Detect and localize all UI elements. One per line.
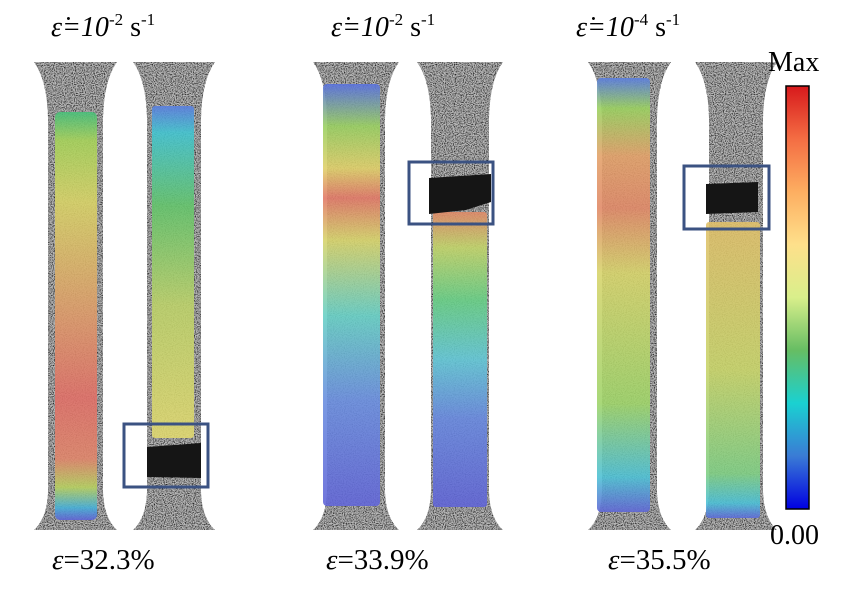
colorbar	[785, 85, 810, 510]
specimen-3b	[695, 62, 777, 530]
highlight-box-2	[407, 160, 495, 226]
strain-rate-label-1: ε̇=10-2 s-1	[51, 10, 156, 43]
strain-field-2b	[433, 212, 487, 507]
highlight-box-3	[682, 164, 771, 231]
highlight-box-1	[122, 422, 210, 489]
colorbar-max-label: Max	[768, 47, 820, 78]
specimen-1b	[133, 62, 215, 530]
specimen-2b	[417, 62, 503, 530]
strain-rate-label-3: ε̇=10-4 s-1	[576, 10, 681, 43]
strain-label-2: ε=33.9%	[326, 544, 429, 576]
panel-1	[34, 62, 215, 530]
colorbar-min-label: 0.00	[770, 520, 819, 551]
strain-rate-label-2: ε̇=10-2 s-1	[331, 10, 436, 43]
panel-3	[588, 62, 777, 530]
panel-2	[313, 62, 503, 530]
strain-label-1: ε=32.3%	[52, 544, 155, 576]
specimen-3a	[588, 62, 671, 530]
fracture-crack-2	[429, 174, 491, 214]
specimen-1a	[34, 62, 117, 530]
strain-field-2a	[323, 84, 380, 506]
fracture-crack-1	[147, 443, 201, 478]
strain-field-1b	[152, 106, 194, 438]
strain-label-3: ε=35.5%	[608, 544, 711, 576]
specimen-2a	[313, 62, 399, 530]
strain-field-1a	[55, 112, 97, 520]
strain-field-3a	[597, 78, 650, 512]
fracture-crack-3	[706, 182, 758, 214]
strain-field-3b	[706, 222, 760, 518]
